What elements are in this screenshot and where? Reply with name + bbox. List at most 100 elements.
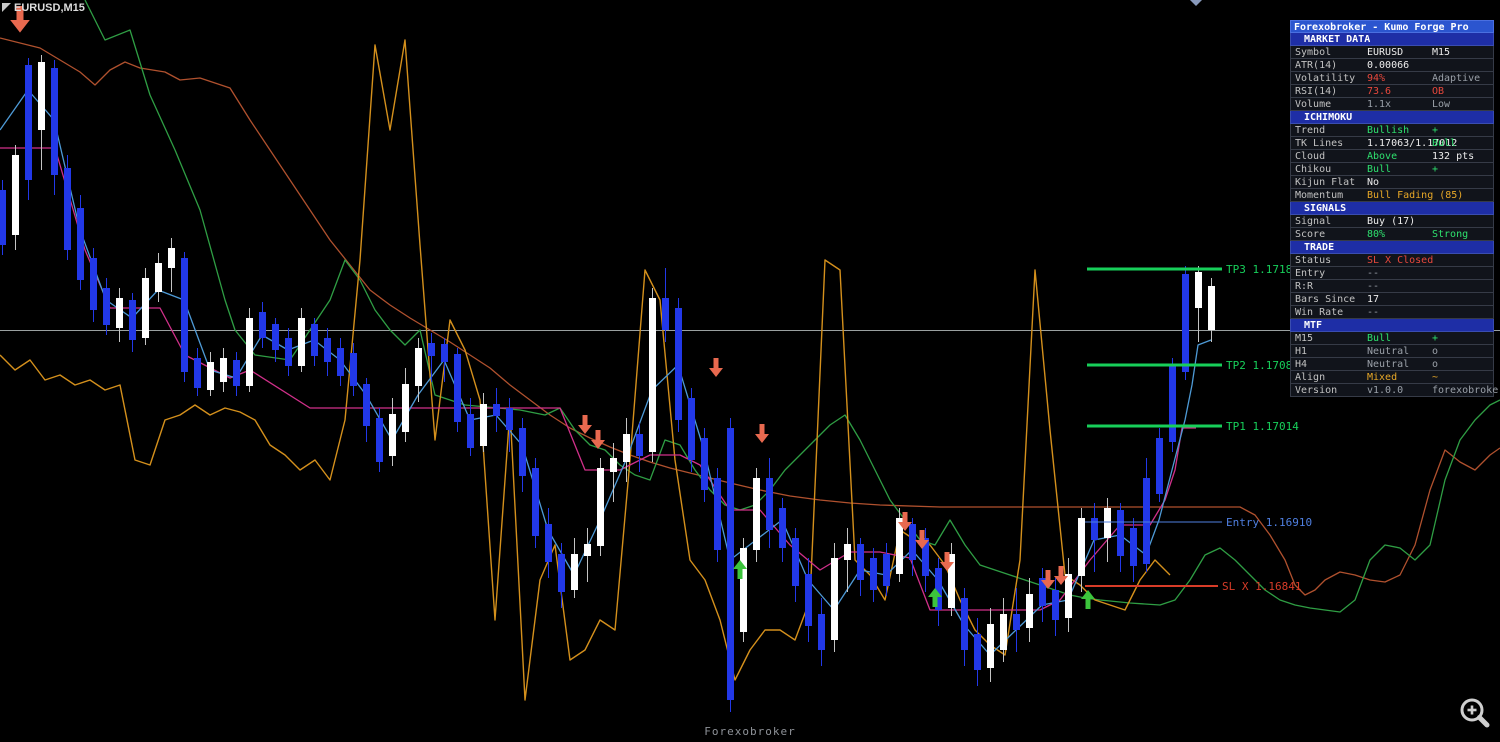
panel-cell: Strong <box>1432 229 1469 240</box>
panel-cell: -- <box>1367 268 1380 279</box>
panel-cell: Volatility <box>1295 73 1356 84</box>
candle-body <box>415 348 422 386</box>
candle-body <box>571 554 578 590</box>
panel-row: Momentum Bull Fading (85) <box>1290 189 1494 202</box>
panel-cell: ATR(14) <box>1295 60 1338 71</box>
candle-body <box>77 208 84 280</box>
trade-level-label-tp1: TP1 1.17014 <box>1226 420 1299 433</box>
panel-cell: Win Rate <box>1295 307 1344 318</box>
panel-section-header: MARKET DATA <box>1290 33 1494 46</box>
candle-body <box>259 312 266 338</box>
panel-cell: M15 <box>1295 333 1314 344</box>
candle-body <box>883 554 890 586</box>
zoom-in-button[interactable] <box>1456 694 1494 734</box>
panel-cell: Signal <box>1295 216 1332 227</box>
panel-cell: Volume <box>1295 99 1332 110</box>
candle-body <box>805 574 812 626</box>
candle-body <box>402 384 409 432</box>
panel-cell: 80% <box>1367 229 1386 240</box>
candle-body <box>116 298 123 328</box>
candle-body <box>1104 508 1111 538</box>
panel-cell: Bull <box>1432 138 1457 149</box>
candle-body <box>701 438 708 490</box>
signal-arrow-down <box>1041 570 1055 589</box>
panel-row: Score 80% Strong <box>1290 228 1494 241</box>
candle-body <box>1013 614 1020 630</box>
trade-level-label-tp3: TP3 1.17186 <box>1226 263 1299 276</box>
trade-level-label-entry: Entry 1.16910 <box>1226 516 1312 529</box>
panel-title: Forexobroker - Kumo Forge Pro <box>1290 20 1494 33</box>
candle-body <box>584 544 591 556</box>
magnifier-plus-icon <box>1460 698 1490 728</box>
panel-cell: -- <box>1367 281 1380 292</box>
panel-row: Entry -- <box>1290 267 1494 280</box>
candle-body <box>662 298 669 330</box>
signal-arrow-down <box>578 415 592 434</box>
candle-body <box>207 362 214 390</box>
candle-body <box>1052 590 1059 620</box>
panel-cell: 94% <box>1367 73 1386 84</box>
panel-cell: H1 <box>1295 346 1308 357</box>
panel-cell: Kijun Flat <box>1295 177 1356 188</box>
panel-cell: -- <box>1367 307 1380 318</box>
panel-cell: Score <box>1295 229 1326 240</box>
candle-body <box>675 308 682 420</box>
signal-arrow-up <box>1081 590 1095 609</box>
panel-cell: EURUSD <box>1367 47 1404 58</box>
candle-body <box>467 414 474 448</box>
candle-body <box>90 258 97 310</box>
candle-body <box>597 468 604 546</box>
panel-cell: Mixed <box>1367 372 1398 383</box>
candle-body <box>740 548 747 632</box>
candle-body <box>922 538 929 576</box>
candle-body <box>428 343 435 356</box>
symbol-timeframe-label: EURUSD,M15 <box>14 2 85 14</box>
candle-body <box>337 348 344 376</box>
candle-body <box>350 353 357 386</box>
panel-cell: + <box>1432 164 1439 175</box>
panel-cell: Momentum <box>1295 190 1344 201</box>
panel-cell: ~ <box>1432 372 1439 383</box>
candle-body <box>441 344 448 362</box>
candle-body <box>454 354 461 422</box>
trade-level-label-sl: SL X 1.16841 <box>1222 580 1301 593</box>
candle-body <box>155 263 162 292</box>
panel-row: Bars Since 17 <box>1290 293 1494 306</box>
candle-body <box>974 634 981 670</box>
panel-cell: + <box>1432 333 1439 344</box>
signal-arrow-up <box>928 588 942 607</box>
candle-body <box>857 544 864 580</box>
panel-row: Align Mixed ~ <box>1290 371 1494 384</box>
candle-body <box>1026 594 1033 628</box>
panel-section-header: TRADE <box>1290 241 1494 254</box>
candle-body <box>1117 510 1124 556</box>
chart-shift-marker <box>1190 0 1202 6</box>
panel-cell: forexobroker <box>1432 385 1500 396</box>
panel-row: Win Rate -- <box>1290 306 1494 319</box>
panel-row: ATR(14) 0.00066 <box>1290 59 1494 72</box>
panel-row: Status SL X Closed <box>1290 254 1494 267</box>
candle-body <box>181 258 188 372</box>
candle-body <box>376 418 383 462</box>
broker-watermark: Forexobroker <box>704 725 796 738</box>
candle-body <box>1000 614 1007 650</box>
panel-cell: 1.1x <box>1367 99 1392 110</box>
trade-level-label-tp2: TP2 1.17083 <box>1226 359 1299 372</box>
chart-corner-icon <box>2 3 11 12</box>
signal-arrow-up <box>733 560 747 579</box>
panel-cell: Entry <box>1295 268 1326 279</box>
candle-body <box>1208 286 1215 330</box>
kumo-forge-pro-panel: Forexobroker - Kumo Forge Pro MARKET DAT… <box>1290 20 1500 397</box>
panel-cell: 1.17063/1.17012 <box>1367 138 1458 149</box>
candle-body <box>623 434 630 462</box>
candle-body <box>727 428 734 700</box>
candle-body <box>246 318 253 386</box>
candle-body <box>844 544 851 560</box>
panel-cell: R:R <box>1295 281 1314 292</box>
ichimoku-line-chikou <box>0 39 1171 701</box>
panel-row: Version v1.0.0 forexobroker <box>1290 384 1500 397</box>
panel-row: TK Lines 1.17063/1.17012 Bull <box>1290 137 1494 150</box>
panel-cell: Low <box>1432 99 1451 110</box>
panel-row: H1 Neutral o <box>1290 345 1494 358</box>
